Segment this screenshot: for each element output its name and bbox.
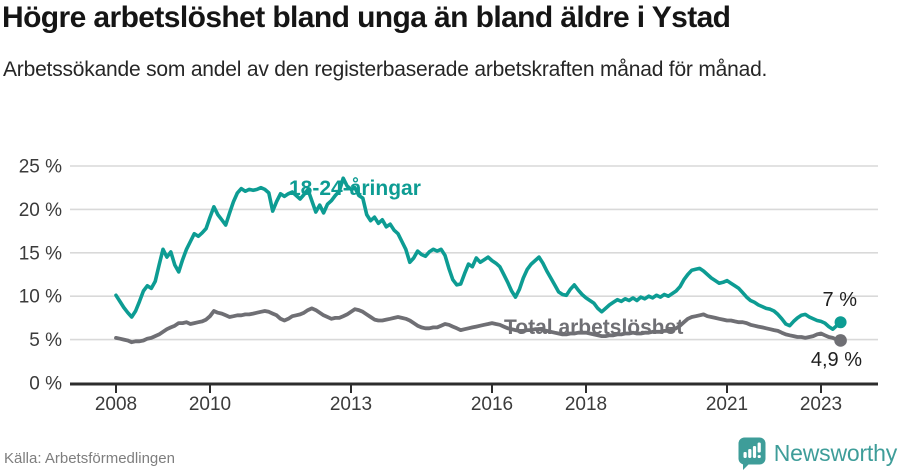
newsworthy-wordmark: Newsworthy [773, 440, 897, 466]
series-label-total: Total arbetslöshet [504, 316, 683, 339]
series-label-youth: 18-24-åringar [289, 177, 421, 200]
source-note: Källa: Arbetsförmedlingen [4, 450, 175, 467]
end-value-label-total: 4,9 % [811, 349, 862, 371]
y-tick-label: 25 % [19, 157, 62, 178]
y-tick-label: 5 % [29, 330, 62, 351]
newsworthy-logo-icon [738, 437, 766, 470]
x-tick-label: 2023 [800, 394, 842, 415]
x-tick-label: 2010 [189, 394, 231, 415]
chart-title: Högre arbetslöshet bland unga än bland ä… [2, 1, 731, 34]
series-end-dot-youth [834, 316, 847, 329]
series-end-dot-total [834, 334, 847, 347]
x-tick-label: 2016 [471, 394, 513, 415]
series-line-total [114, 306, 843, 345]
x-tick-label: 2008 [95, 394, 137, 415]
y-tick-label: 20 % [19, 200, 62, 221]
series-line-youth [114, 176, 843, 332]
y-tick-label: 15 % [19, 243, 62, 264]
x-tick-label: 2021 [706, 394, 748, 415]
newsworthy-logo: Newsworthy [738, 437, 897, 470]
x-tick-label: 2018 [565, 394, 607, 415]
y-tick-label: 0 % [29, 374, 62, 395]
y-tick-label: 10 % [19, 287, 62, 308]
x-tick-label: 2013 [330, 394, 372, 415]
end-value-label-youth: 7 % [823, 289, 858, 311]
chart-subtitle: Arbetssökande som andel av den registerb… [3, 58, 768, 81]
